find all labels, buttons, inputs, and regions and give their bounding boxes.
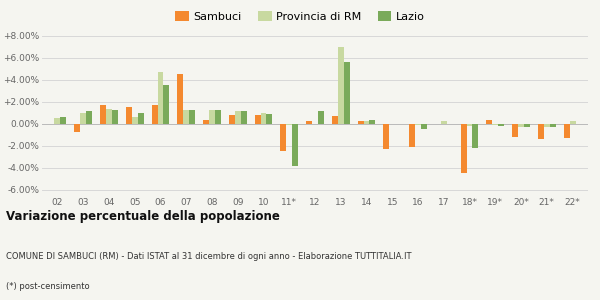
Bar — [364, 121, 370, 124]
Bar — [280, 124, 286, 151]
Bar — [563, 124, 569, 138]
Bar — [306, 121, 312, 124]
Bar — [132, 117, 137, 124]
Bar — [158, 72, 163, 124]
Bar — [266, 114, 272, 124]
Bar — [512, 124, 518, 137]
Bar — [106, 109, 112, 124]
Bar — [163, 85, 169, 124]
Bar — [55, 118, 61, 124]
Bar — [338, 46, 344, 124]
Bar — [344, 62, 350, 124]
Bar — [441, 121, 447, 124]
Bar — [498, 124, 504, 126]
Bar — [241, 111, 247, 124]
Bar — [292, 124, 298, 166]
Text: (*) post-censimento: (*) post-censimento — [6, 282, 89, 291]
Bar — [178, 74, 183, 124]
Bar — [421, 124, 427, 129]
Bar — [550, 124, 556, 127]
Bar — [229, 115, 235, 124]
Legend: Sambuci, Provincia di RM, Lazio: Sambuci, Provincia di RM, Lazio — [171, 7, 429, 26]
Bar — [544, 124, 550, 127]
Bar — [518, 124, 524, 127]
Bar — [332, 116, 338, 124]
Bar — [260, 112, 266, 124]
Text: COMUNE DI SAMBUCI (RM) - Dati ISTAT al 31 dicembre di ogni anno - Elaborazione T: COMUNE DI SAMBUCI (RM) - Dati ISTAT al 3… — [6, 252, 412, 261]
Bar — [86, 111, 92, 124]
Bar — [524, 124, 530, 127]
Bar — [538, 124, 544, 139]
Bar — [235, 111, 241, 124]
Bar — [467, 124, 472, 126]
Bar — [189, 110, 195, 124]
Bar — [370, 120, 376, 124]
Bar — [126, 107, 132, 124]
Text: Variazione percentuale della popolazione: Variazione percentuale della popolazione — [6, 210, 280, 223]
Bar — [112, 110, 118, 124]
Bar — [487, 120, 493, 124]
Bar — [61, 117, 67, 124]
Bar — [383, 124, 389, 149]
Bar — [183, 110, 189, 124]
Bar — [569, 121, 575, 124]
Bar — [152, 105, 158, 124]
Bar — [461, 124, 467, 173]
Bar — [80, 112, 86, 124]
Bar — [472, 124, 478, 148]
Bar — [74, 124, 80, 132]
Bar — [203, 120, 209, 124]
Bar — [215, 110, 221, 124]
Bar — [209, 110, 215, 124]
Bar — [254, 115, 260, 124]
Bar — [137, 112, 143, 124]
Bar — [409, 124, 415, 147]
Bar — [358, 121, 364, 124]
Bar — [100, 105, 106, 124]
Bar — [318, 111, 324, 124]
